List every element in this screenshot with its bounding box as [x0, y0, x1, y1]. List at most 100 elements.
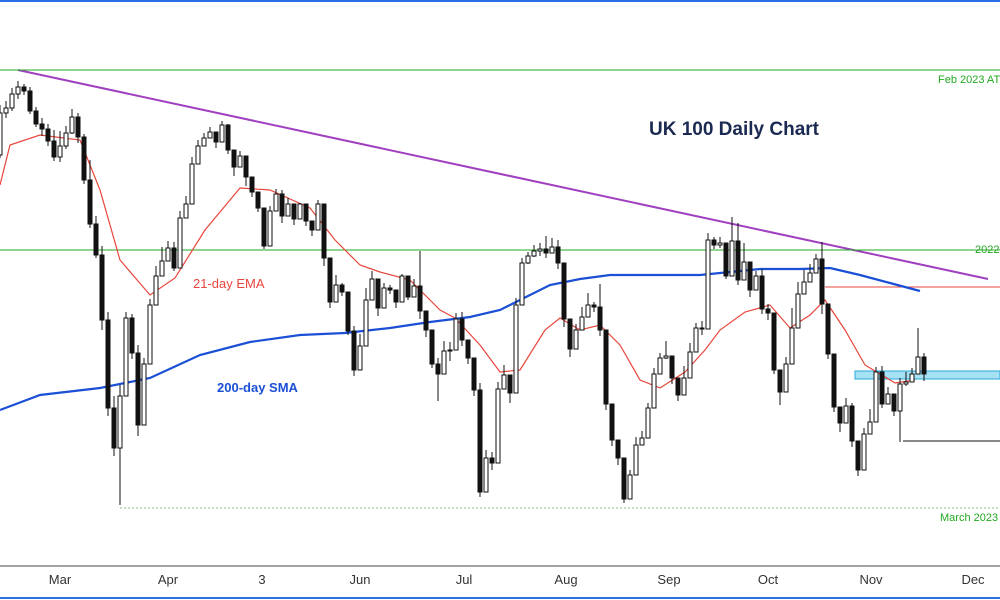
candle-body-up: [453, 318, 459, 351]
candle-body-down: [423, 310, 429, 331]
candle: [201, 133, 207, 147]
x-tick-label: Sep: [657, 572, 680, 587]
candle: [177, 211, 183, 269]
candle: [501, 365, 507, 390]
x-tick-label: Nov: [859, 572, 883, 587]
candle-body-up: [117, 395, 123, 449]
candle: [147, 299, 153, 365]
candle: [45, 124, 51, 146]
candle: [723, 242, 729, 279]
candle-body-down: [393, 289, 399, 303]
candle-body-down: [543, 248, 549, 254]
candle: [387, 285, 393, 294]
candle: [669, 355, 675, 384]
ema-21-line: [0, 134, 916, 389]
candle-body-up: [795, 293, 801, 329]
candle-body-down: [477, 389, 483, 493]
candle-body-down: [837, 406, 843, 424]
candle: [621, 457, 627, 503]
sma-200-line: [0, 266, 921, 412]
candle-body-up: [201, 137, 207, 147]
candle: [681, 366, 687, 396]
candle: [117, 385, 123, 505]
candle-body-up: [177, 217, 183, 269]
candle: [219, 121, 225, 143]
candle: [609, 403, 615, 446]
candle-body-up: [9, 93, 15, 109]
candle: [273, 189, 279, 212]
march-2023-label: March 2023: [940, 512, 998, 524]
candle: [687, 343, 693, 379]
candle-body-up: [717, 242, 723, 246]
candle: [279, 190, 285, 223]
candle: [105, 312, 111, 416]
candle: [393, 289, 399, 308]
candle: [405, 275, 411, 300]
candle-body-up: [885, 393, 891, 405]
candle: [795, 282, 801, 329]
candle: [753, 271, 759, 291]
candle-body-up: [399, 275, 405, 303]
candle-body-down: [105, 319, 111, 409]
candle-body-down: [309, 220, 315, 231]
candle: [369, 271, 375, 301]
candle-body-up: [867, 421, 873, 435]
candle-body-up: [141, 363, 147, 426]
candle-body-up: [207, 131, 213, 139]
x-tick-label: Jun: [350, 572, 371, 587]
candle: [135, 345, 141, 436]
x-tick-label: 3: [258, 572, 265, 587]
candle-body-up: [687, 351, 693, 379]
candle: [207, 127, 213, 139]
candle: [51, 130, 57, 161]
candle-body-down: [675, 377, 681, 396]
candle-body-down: [45, 128, 51, 142]
candle: [627, 470, 633, 500]
candle-body-up: [441, 350, 447, 375]
candle-body-down: [225, 124, 231, 151]
candle-body-up: [705, 239, 711, 330]
candle-body-down: [771, 312, 777, 371]
candle: [291, 203, 297, 225]
candle: [453, 313, 459, 351]
candle-body-down: [21, 86, 27, 92]
candle-body-up: [237, 155, 243, 168]
candle: [519, 258, 525, 306]
candle: [3, 101, 9, 118]
candle-body-down: [261, 207, 267, 247]
candle-body-down: [765, 308, 771, 314]
candle: [123, 312, 129, 397]
candle: [375, 278, 381, 316]
candle-body-up: [57, 145, 63, 158]
candle: [447, 342, 453, 361]
candle-body-up: [285, 203, 291, 217]
candle-body-up: [549, 246, 555, 254]
candle-body-down: [855, 440, 861, 471]
candle: [111, 396, 117, 456]
candle: [153, 266, 159, 306]
candle-body-down: [87, 179, 93, 225]
candle: [675, 377, 681, 401]
candle: [615, 439, 621, 465]
candle: [747, 261, 753, 297]
candle-body-up: [447, 349, 453, 352]
candle-body-down: [387, 287, 393, 291]
x-tick-label: Dec: [961, 572, 985, 587]
candle-body-up: [573, 329, 579, 350]
candle-body-down: [321, 203, 327, 259]
candle: [903, 372, 909, 386]
candle: [915, 328, 921, 375]
candle-body-up: [273, 193, 279, 212]
candle-body-down: [561, 262, 567, 320]
candle-body-up: [315, 203, 321, 231]
candle: [543, 236, 549, 258]
candle-body-up: [663, 355, 669, 359]
level-2022-label: 2022: [975, 244, 999, 256]
candle: [363, 288, 369, 347]
candle-body-down: [303, 203, 309, 222]
candle: [807, 264, 813, 283]
candle-body-down: [735, 240, 741, 281]
candle: [561, 262, 567, 327]
candle-body-up: [801, 281, 807, 295]
candle: [921, 353, 927, 381]
